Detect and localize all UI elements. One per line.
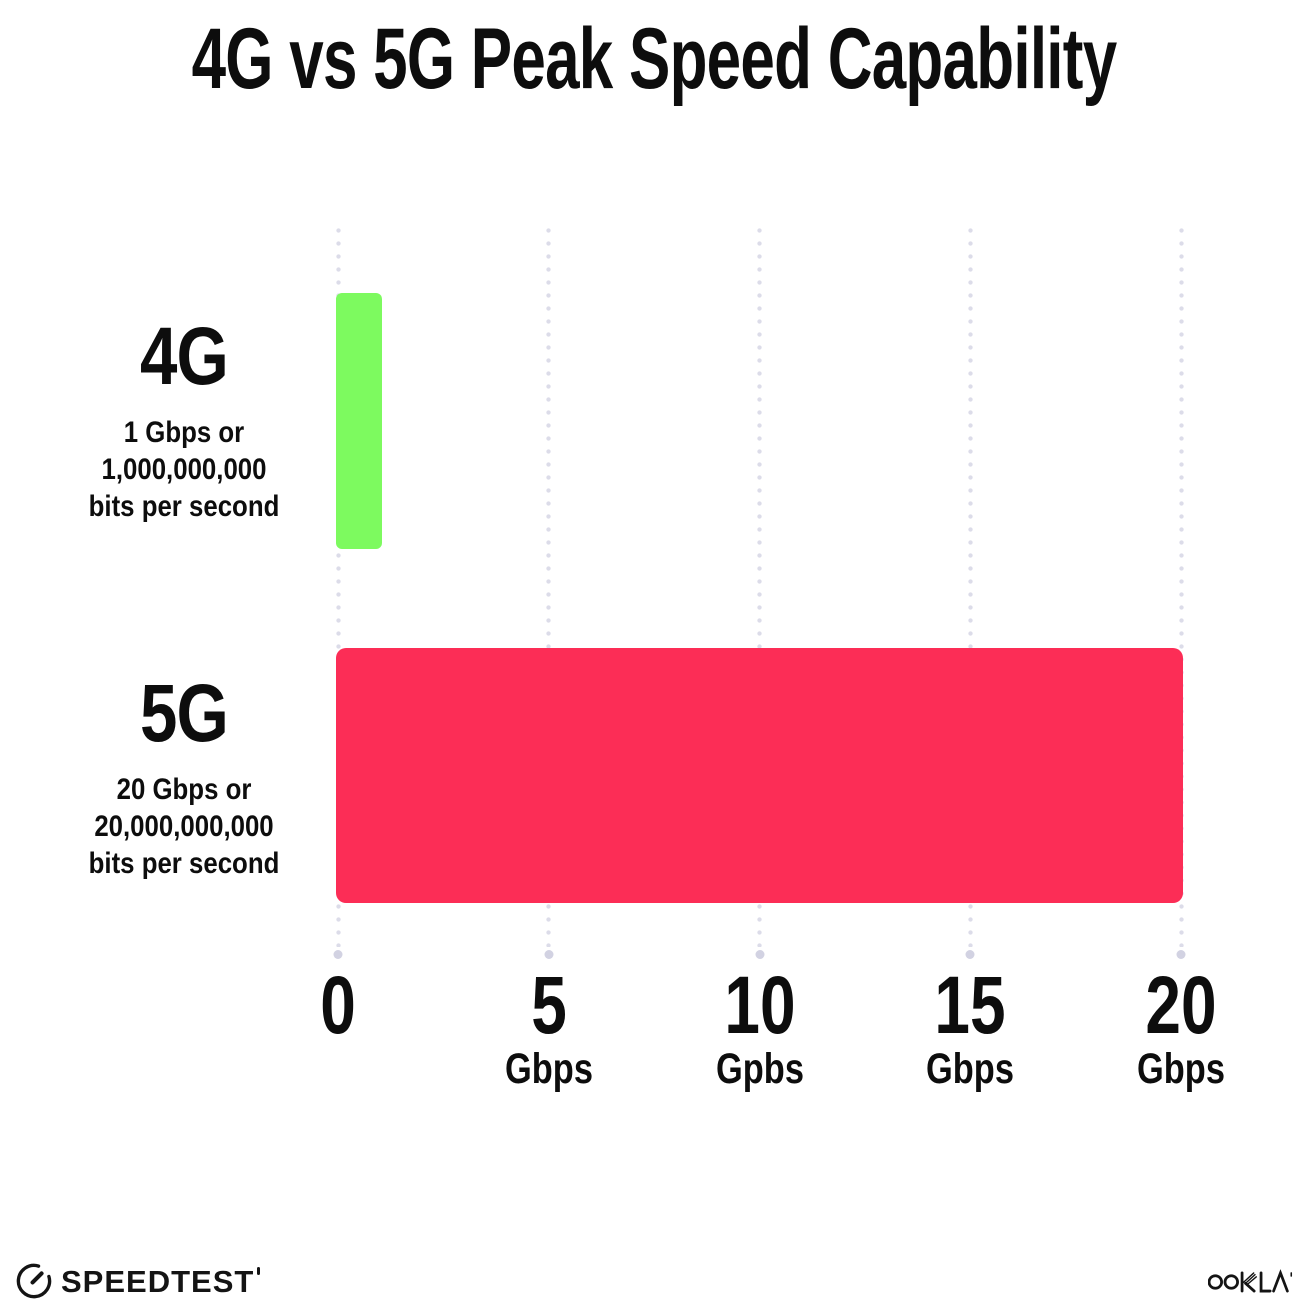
x-tick-unit-10: Gpbs [715,1045,804,1093]
category-label-4g: 4G 1 Gbps or 1,000,000,000 bits per seco… [28,316,340,525]
gridline-5 [546,224,552,947]
speedtest-gauge-icon [16,1263,52,1299]
gridline-15 [967,224,973,947]
x-tick-unit-20: Gbps [1137,1045,1225,1093]
trademark-mark [257,1266,261,1275]
ookla-wordmark-icon [1207,1269,1293,1293]
x-tick-label-0: 0 [320,960,356,1051]
ookla-logo [1207,1269,1296,1295]
bar-4g [336,293,383,549]
category-name-5g: 5G [139,668,229,759]
sublabel-line: 1,000,000,000 [101,453,267,486]
bar-5g [336,648,1183,903]
sublabel-line: bits per second [88,490,280,523]
speedtest-logo: SPEEDTEST [16,1263,261,1299]
x-tick-label-15: 15 [934,960,1006,1051]
category-sublabel-4g: 1 Gbps or 1,000,000,000 bits per second [50,414,318,525]
category-label-5g: 5G 20 Gbps or 20,000,000,000 bits per se… [28,673,340,882]
x-tick-label-20: 20 [1145,960,1217,1051]
category-name-4g: 4G [139,311,229,402]
x-tick-unit-5: Gbps [504,1045,593,1093]
sublabel-line: 20 Gbps or [116,773,252,806]
x-tick-label-10: 10 [723,960,796,1051]
speedtest-wordmark: SPEEDTEST [61,1266,261,1297]
x-tick-label-5: 5 [530,960,567,1051]
sublabel-line: bits per second [88,847,280,880]
sublabel-line: 20,000,000,000 [94,810,274,843]
x-tick-unit-15: Gbps [926,1045,1015,1093]
gridline-20 [1178,224,1184,947]
gridline-0 [335,224,341,947]
sublabel-line: 1 Gbps or [123,416,245,449]
chart-title: 4G vs 5G Peak Speed Capability [191,11,1118,107]
gridline-10 [757,224,762,947]
category-sublabel-5g: 20 Gbps or 20,000,000,000 bits per secon… [50,771,318,882]
